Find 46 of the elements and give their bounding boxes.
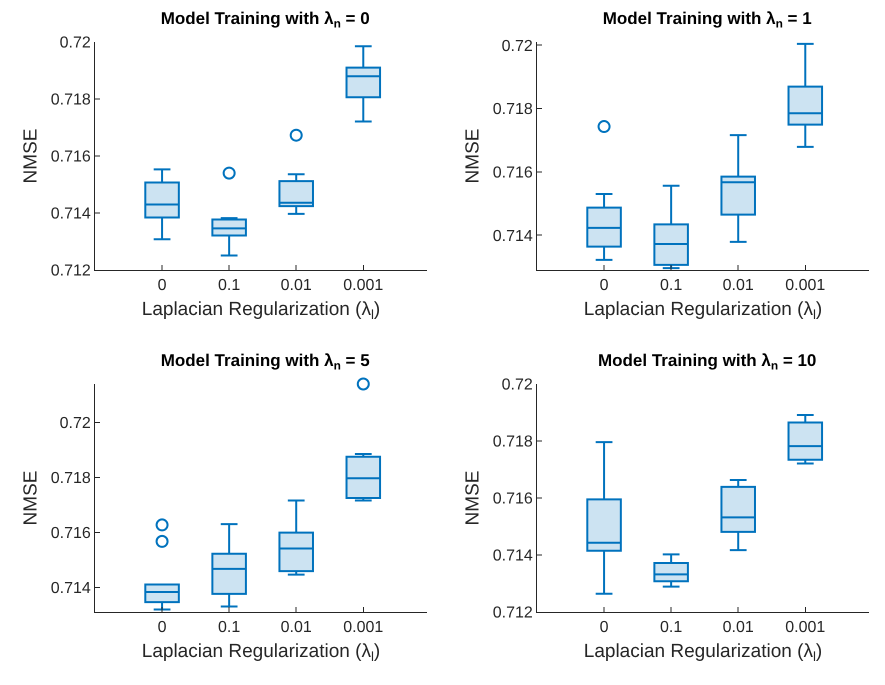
y-tick-label: 0.718	[50, 470, 91, 487]
y-tick-label: 0.712	[492, 604, 533, 622]
x-tick-label: 0.001	[785, 277, 826, 294]
x-tick-label: 0.1	[660, 619, 682, 636]
x-tick-label: 0.01	[722, 619, 754, 636]
y-tick-label: 0.718	[492, 101, 533, 118]
x-tick-label: 0.1	[218, 619, 240, 636]
x-tick-label: 0.01	[280, 277, 312, 294]
x-axis-title: Laplacian Regularization (λ$_{l}$)	[584, 641, 822, 664]
chart-title: Model Training with λ$_{n}$ = 1	[602, 8, 812, 30]
x-tick-label: 0	[158, 619, 167, 636]
y-axis-title: NMSE	[20, 128, 42, 184]
y-tick-label: 0.716	[492, 164, 533, 182]
y-axis-title: NMSE	[20, 470, 42, 526]
x-axis-title: Laplacian Regularization (λ$_{l}$)	[142, 299, 380, 322]
y-tick-label: 0.714	[50, 580, 91, 597]
x-tick-label: 0	[158, 277, 167, 294]
x-tick-label: 0.01	[722, 277, 754, 294]
x-axis-title: Laplacian Regularization (λ$_{l}$)	[142, 641, 380, 664]
y-tick-label: 0.714	[492, 548, 533, 565]
x-tick-label: 0.1	[218, 277, 240, 294]
y-tick-label: 0.718	[492, 434, 533, 451]
y-tick-label: 0.72	[60, 415, 91, 432]
x-tick-label: 0.001	[785, 619, 826, 636]
x-tick-label: 0.001	[343, 619, 384, 636]
y-tick-label: 0.72	[60, 34, 91, 52]
y-tick-label: 0.716	[492, 490, 533, 508]
x-tick-label: 0	[600, 619, 609, 636]
y-tick-label: 0.72	[502, 376, 533, 394]
y-tick-label: 0.714	[50, 206, 91, 223]
y-tick-label: 0.72	[502, 38, 533, 55]
x-tick-label: 0.1	[660, 277, 682, 294]
chart-title: Model Training with λ$_{n}$ = 0	[160, 8, 370, 30]
chart-title: Model Training with λ$_{n}$ = 5	[160, 350, 370, 372]
y-axis-title: NMSE	[462, 470, 484, 526]
x-axis-title: Laplacian Regularization (λ$_{l}$)	[584, 299, 822, 322]
y-tick-label: 0.716	[50, 524, 91, 542]
y-axis-title: NMSE	[462, 128, 484, 184]
chart-title: Model Training with λ$_{n}$ = 10	[598, 350, 816, 372]
y-tick-label: 0.716	[50, 148, 91, 166]
x-tick-label: 0	[600, 277, 609, 294]
x-tick-label: 0.001	[343, 277, 384, 294]
y-tick-label: 0.718	[50, 92, 91, 109]
y-tick-label: 0.712	[50, 262, 91, 280]
y-tick-label: 0.714	[492, 228, 533, 245]
x-tick-label: 0.01	[280, 619, 312, 636]
